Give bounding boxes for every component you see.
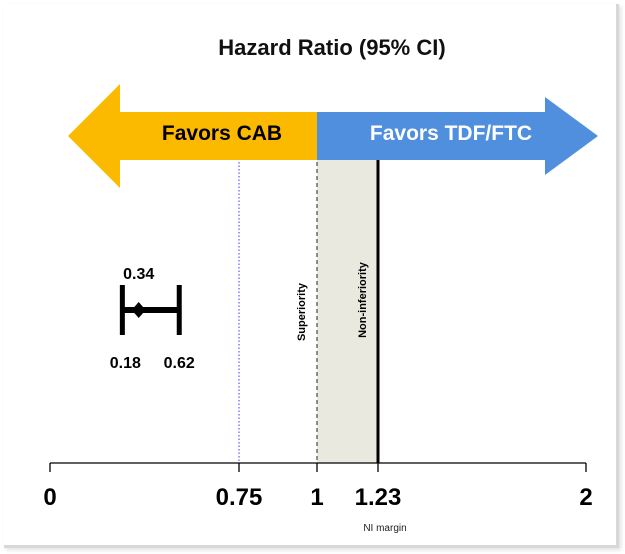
chart-frame <box>4 4 619 548</box>
favors-cab-arrow <box>68 84 317 188</box>
favors-cab-label: Favors CAB <box>162 122 282 145</box>
superiority-label: Superiority <box>296 282 308 341</box>
x-tick-label: 0 <box>43 484 56 511</box>
ni-shaded-region <box>317 160 378 463</box>
ni-margin-annotation: NI margin <box>363 523 406 534</box>
point-estimate-marker <box>131 302 146 318</box>
x-tick-label: 1.23 <box>355 484 402 511</box>
x-tick-label: 1 <box>310 484 323 511</box>
ci-lower-label: 0.18 <box>110 355 141 372</box>
x-tick-label: 2 <box>579 484 592 511</box>
ci-upper-label: 0.62 <box>164 355 195 372</box>
non-inferiority-label: Non-inferiority <box>357 261 369 338</box>
favors-tdf-ftc-arrow <box>317 97 598 175</box>
x-axis-ticks: 0 0.75 1 1.23 2 <box>43 463 593 511</box>
x-tick-label: 0.75 <box>216 484 263 511</box>
chart-title: Hazard Ratio (95% CI) <box>218 35 445 60</box>
point-estimate-label: 0.34 <box>123 266 154 283</box>
favors-tdf-ftc-label: Favors TDF/FTC <box>370 122 532 145</box>
